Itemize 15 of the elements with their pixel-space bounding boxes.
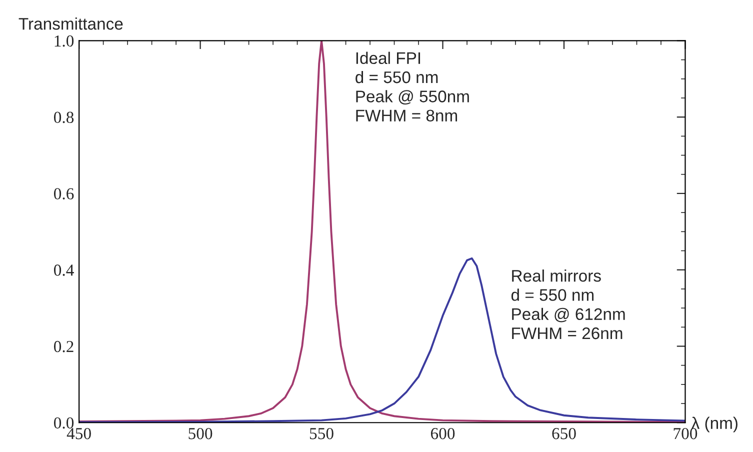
x-tick-label: 500 [188, 428, 212, 440]
annotation: Ideal FPI d = 550 nm Peak @ 550nm FWHM = 8nm [356, 52, 469, 122]
annotation: Real mirrors d = 550 nm Peak @ 612nm FWHM = 26nm [511, 269, 625, 340]
x-tick-label: 650 [552, 428, 576, 440]
x-tick-label: 600 [430, 428, 455, 440]
y-tick-label: 0.4 [54, 264, 74, 276]
x-tick-label: 550 [310, 428, 334, 440]
y-tick-label: 0.0 [54, 417, 74, 429]
x-tick-label: 450 [66, 428, 91, 440]
line-series [79, 40, 686, 423]
y-tick-label: 0.2 [54, 340, 74, 352]
y-axis-title: Transmittance [18, 18, 123, 30]
y-tick-label: 1.0 [54, 35, 74, 47]
y-tick-label: 0.6 [54, 188, 74, 200]
y-tick-label: 0.8 [54, 112, 74, 124]
